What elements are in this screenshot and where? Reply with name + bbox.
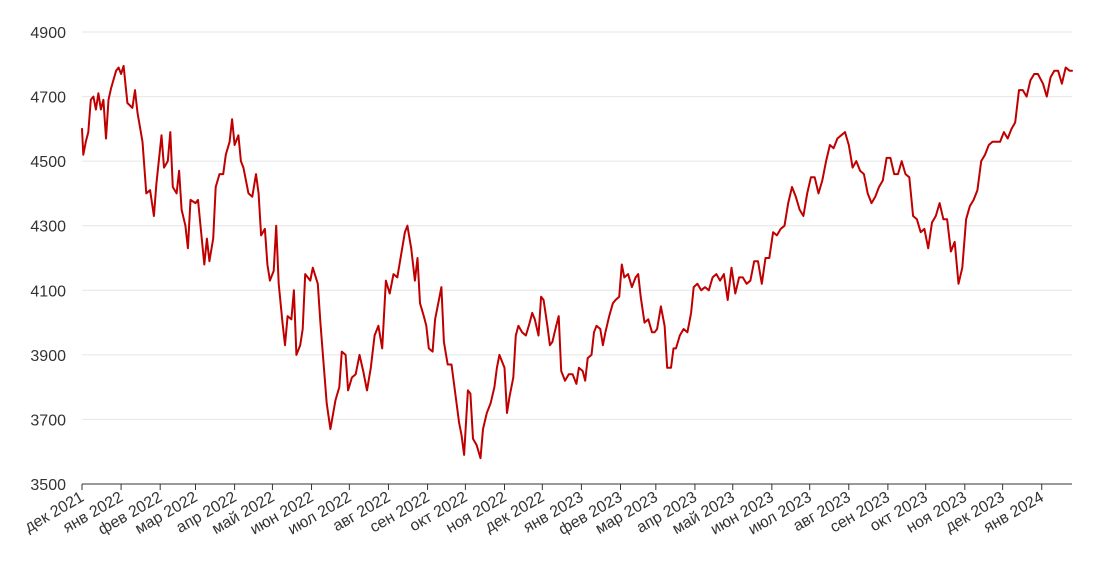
y-tick-label-4500: 4500 <box>30 154 66 171</box>
series-layer <box>81 64 1073 460</box>
y-axis: 3500 3700 3900 4100 4300 4500 4700 4900 <box>30 25 66 494</box>
y-tick-label-4900: 4900 <box>30 25 66 42</box>
y-tick-label-3500: 3500 <box>30 477 66 494</box>
y-tick-label-3700: 3700 <box>30 412 66 429</box>
y-tick-label-4100: 4100 <box>30 283 66 300</box>
gridlines <box>82 31 1072 420</box>
series-line-0 <box>81 64 1073 460</box>
y-tick-label-3900: 3900 <box>30 348 66 365</box>
y-tick-label-4300: 4300 <box>30 219 66 236</box>
y-tick-label-4700: 4700 <box>30 90 66 107</box>
